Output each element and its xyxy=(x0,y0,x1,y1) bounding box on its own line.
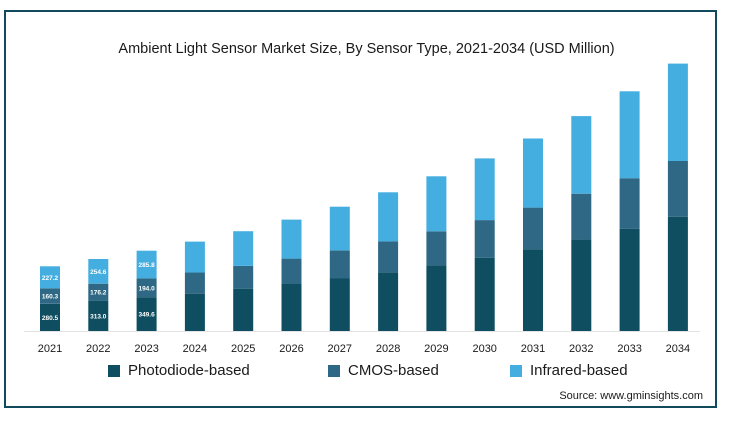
legend-swatch-infrared xyxy=(510,364,522,377)
x-tick-label: 2030 xyxy=(472,343,496,355)
bar-photodiode-based-2022 xyxy=(88,300,109,331)
data-label: 254.6 xyxy=(90,269,107,276)
x-tick-label: 2022 xyxy=(86,343,110,355)
bar-infrared-based-2029 xyxy=(426,176,447,232)
bar-infrared-based-2025 xyxy=(233,231,254,266)
bar-photodiode-based-2023 xyxy=(136,297,157,331)
x-tick-label: 2028 xyxy=(376,343,400,355)
x-tick-label: 2029 xyxy=(424,343,448,355)
legend-swatch-cmos xyxy=(328,364,340,377)
bar-cmos-based-2033 xyxy=(619,178,640,229)
source-note: Source: www.gminsights.com xyxy=(559,390,703,402)
bar-cmos-based-2034 xyxy=(667,160,688,217)
x-tick-label: 2024 xyxy=(183,343,207,355)
bar-cmos-based-2025 xyxy=(233,266,254,289)
data-label: 160.3 xyxy=(42,294,59,301)
bar-cmos-based-2031 xyxy=(523,207,543,250)
x-tick-label: 2027 xyxy=(328,343,352,355)
data-label: 227.2 xyxy=(42,275,59,282)
bar-cmos-based-2030 xyxy=(474,220,495,258)
legend-swatch-photodiode xyxy=(108,364,120,377)
x-tick-label: 2023 xyxy=(134,343,158,355)
legend-label-infrared: Infrared-based xyxy=(530,362,628,379)
bar-cmos-based-2023 xyxy=(136,278,157,298)
bar-infrared-based-2024 xyxy=(184,241,205,273)
legend-item-infrared: Infrared-based xyxy=(510,362,628,379)
bar-photodiode-based-2034 xyxy=(667,217,688,331)
legend-label-photodiode: Photodiode-based xyxy=(128,362,250,379)
x-tick-label: 2025 xyxy=(231,343,255,355)
x-tick-label: 2032 xyxy=(569,343,593,355)
legend-label-cmos: CMOS-based xyxy=(348,362,439,379)
bar-photodiode-based-2033 xyxy=(619,228,640,331)
x-tick-label: 2033 xyxy=(617,343,641,355)
chart-title: Ambient Light Sensor Market Size, By Sen… xyxy=(118,41,615,57)
bar-infrared-based-2033 xyxy=(619,91,640,179)
data-label: 280.5 xyxy=(42,315,59,322)
chart-frame xyxy=(4,10,717,408)
bar-infrared-based-2023 xyxy=(136,250,157,279)
bar-infrared-based-2034 xyxy=(667,63,688,161)
bar-photodiode-based-2021 xyxy=(40,303,60,331)
bar-infrared-based-2030 xyxy=(474,158,495,221)
bar-photodiode-based-2028 xyxy=(378,272,399,331)
bar-cmos-based-2029 xyxy=(426,231,447,266)
data-label: 313.0 xyxy=(90,313,107,320)
bar-photodiode-based-2029 xyxy=(426,265,447,331)
bar-photodiode-based-2027 xyxy=(329,278,350,331)
bar-infrared-based-2022 xyxy=(88,259,109,284)
chart-legend: Photodiode-based CMOS-based Infrared-bas… xyxy=(0,362,733,386)
x-tick-label: 2031 xyxy=(521,343,545,355)
data-label: 285.8 xyxy=(138,262,155,269)
x-tick-label: 2026 xyxy=(279,343,303,355)
legend-item-photodiode: Photodiode-based xyxy=(108,362,250,379)
x-tick-label: 2021 xyxy=(38,343,62,355)
data-label: 349.6 xyxy=(138,312,155,319)
bar-photodiode-based-2026 xyxy=(281,284,302,331)
x-tick-label: 2034 xyxy=(666,343,690,355)
bar-infrared-based-2032 xyxy=(571,116,592,194)
bar-cmos-based-2024 xyxy=(184,272,205,294)
bar-cmos-based-2032 xyxy=(571,193,592,240)
bar-cmos-based-2028 xyxy=(378,241,399,273)
data-label: 194.0 xyxy=(138,285,155,292)
bar-cmos-based-2027 xyxy=(329,250,350,279)
bar-infrared-based-2027 xyxy=(329,206,350,251)
bar-cmos-based-2021 xyxy=(40,288,60,304)
bar-infrared-based-2031 xyxy=(523,138,543,208)
bar-photodiode-based-2025 xyxy=(233,288,254,331)
bar-infrared-based-2028 xyxy=(378,192,399,242)
legend-item-cmos: CMOS-based xyxy=(328,362,439,379)
bar-photodiode-based-2032 xyxy=(571,239,592,331)
bar-photodiode-based-2031 xyxy=(523,249,543,331)
bar-photodiode-based-2030 xyxy=(474,257,495,331)
bar-cmos-based-2026 xyxy=(281,258,302,284)
bar-cmos-based-2022 xyxy=(88,283,109,301)
bar-infrared-based-2026 xyxy=(281,219,302,259)
data-label: 176.2 xyxy=(90,290,107,297)
bar-infrared-based-2021 xyxy=(40,266,60,289)
bar-photodiode-based-2024 xyxy=(184,293,205,331)
